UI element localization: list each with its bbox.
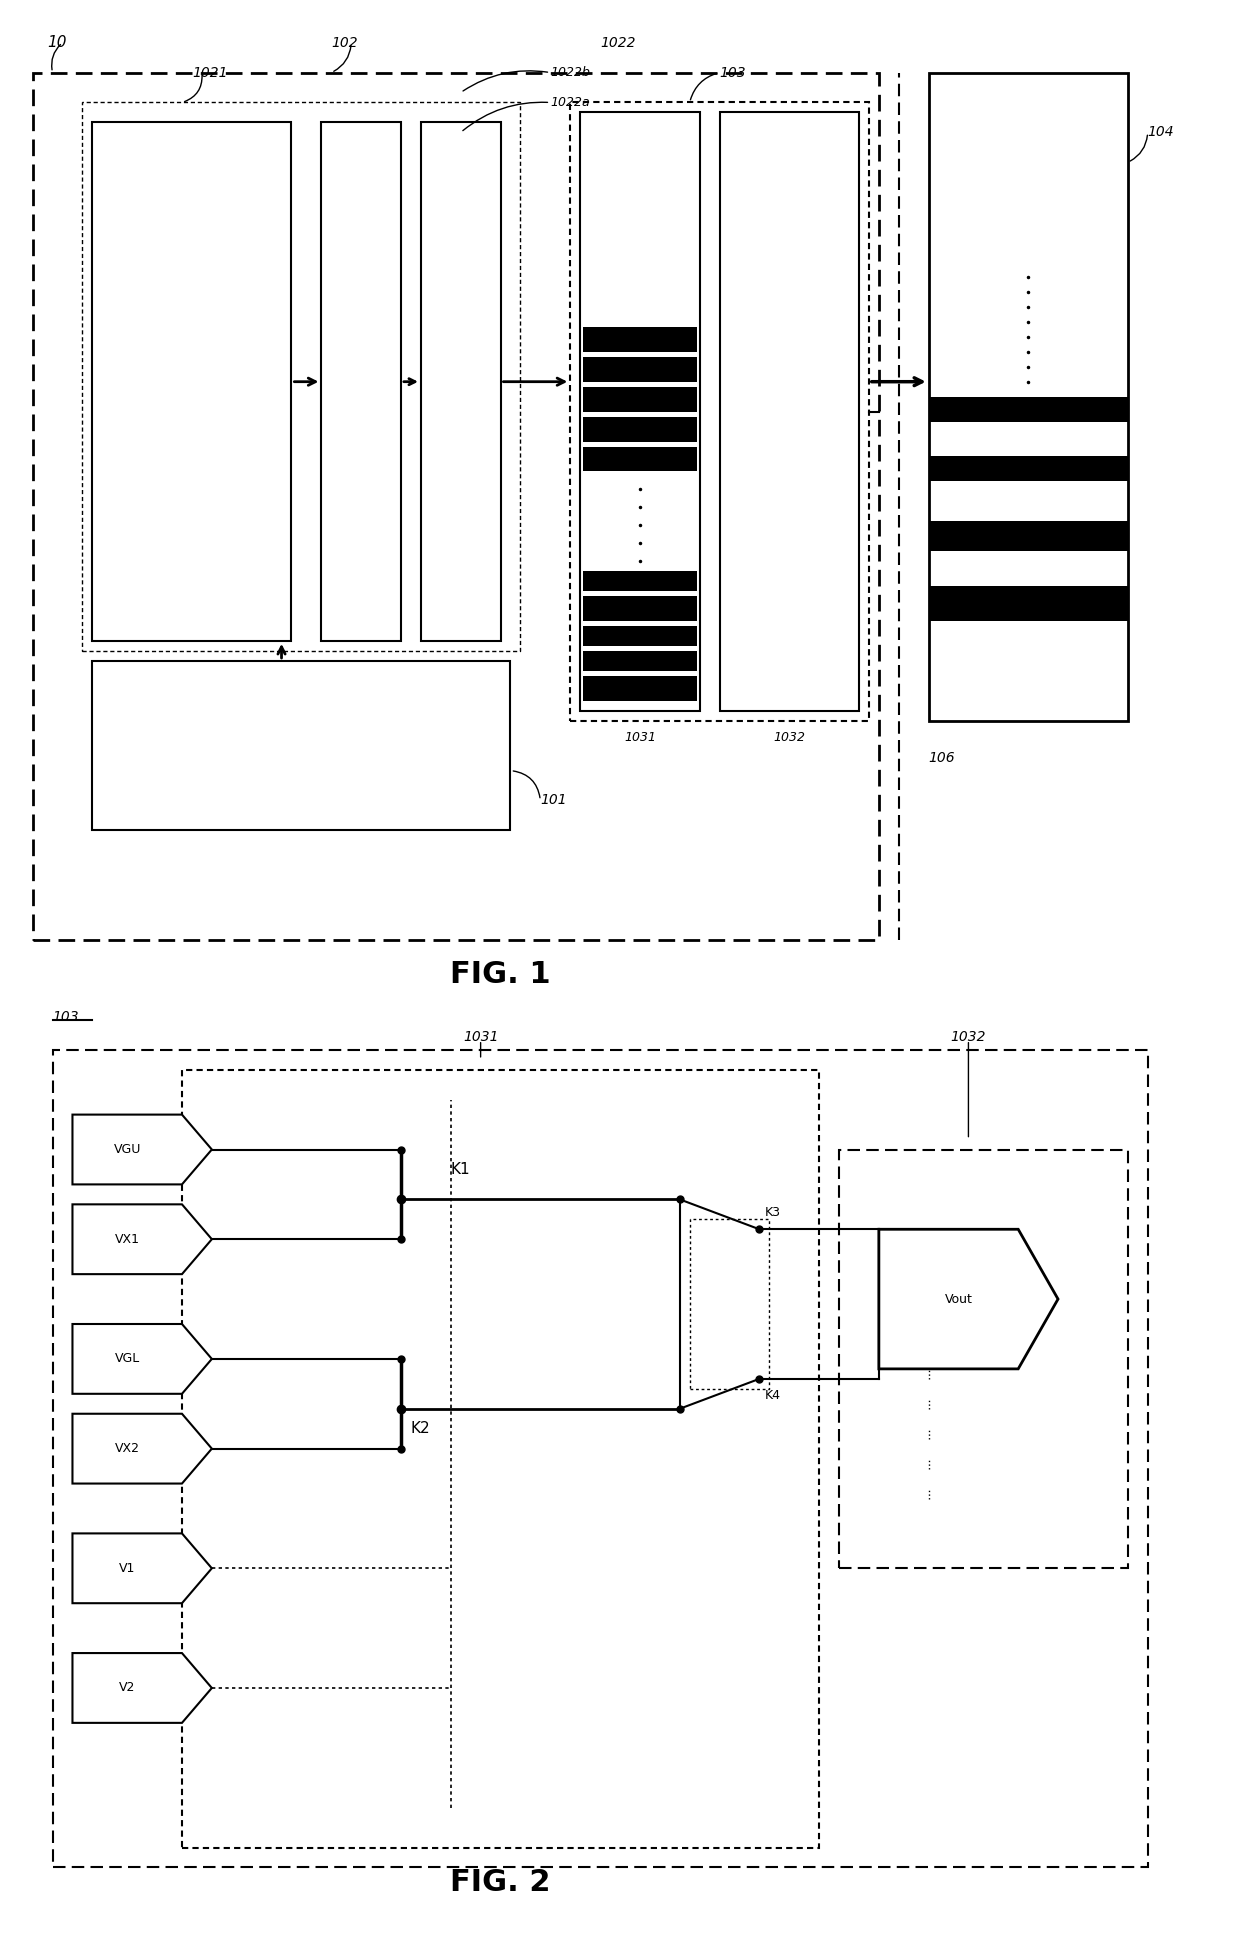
Text: K1: K1 <box>451 1162 470 1178</box>
Text: 102: 102 <box>331 35 358 49</box>
Text: 1021: 1021 <box>192 66 227 80</box>
Text: 1022a: 1022a <box>551 96 590 109</box>
Polygon shape <box>72 1654 212 1724</box>
Text: FIG. 2: FIG. 2 <box>450 1868 551 1897</box>
Bar <box>92 123 291 642</box>
Polygon shape <box>72 1205 212 1273</box>
Text: 1032: 1032 <box>774 731 805 743</box>
Text: K2: K2 <box>410 1422 430 1437</box>
Text: FIG. 1: FIG. 1 <box>450 959 551 989</box>
Text: V1: V1 <box>119 1562 135 1576</box>
Text: 1022b: 1022b <box>551 66 590 80</box>
Bar <box>321 123 401 642</box>
Bar <box>719 113 859 710</box>
Text: VGU: VGU <box>114 1143 141 1156</box>
Polygon shape <box>72 1414 212 1484</box>
Text: 1031: 1031 <box>624 731 656 743</box>
Bar <box>82 103 521 651</box>
Text: 103: 103 <box>719 66 746 80</box>
Text: K4: K4 <box>764 1388 780 1402</box>
Polygon shape <box>879 1228 1058 1369</box>
Text: 103: 103 <box>52 1010 79 1024</box>
Bar <box>689 1219 769 1388</box>
Text: V2: V2 <box>119 1681 135 1695</box>
Bar <box>32 72 879 940</box>
Text: VX2: VX2 <box>115 1443 140 1455</box>
Text: Vout: Vout <box>945 1293 972 1307</box>
Polygon shape <box>72 1324 212 1394</box>
Polygon shape <box>72 1115 212 1184</box>
Bar <box>580 113 699 710</box>
Bar <box>570 103 869 722</box>
Text: 1031: 1031 <box>463 1030 498 1043</box>
Text: 101: 101 <box>541 794 567 807</box>
Bar <box>929 72 1127 722</box>
Bar <box>52 1049 1148 1868</box>
Text: VX1: VX1 <box>115 1232 140 1246</box>
Bar <box>92 661 511 831</box>
Text: 104: 104 <box>1148 125 1174 138</box>
Text: VGL: VGL <box>114 1353 140 1365</box>
Text: 1032: 1032 <box>951 1030 986 1043</box>
Bar <box>839 1149 1127 1568</box>
Text: 106: 106 <box>929 751 955 764</box>
Text: 1022: 1022 <box>600 35 636 49</box>
Polygon shape <box>72 1533 212 1603</box>
Bar <box>420 123 501 642</box>
Text: K3: K3 <box>764 1207 780 1219</box>
Text: 10: 10 <box>47 35 67 51</box>
Bar <box>182 1071 820 1847</box>
